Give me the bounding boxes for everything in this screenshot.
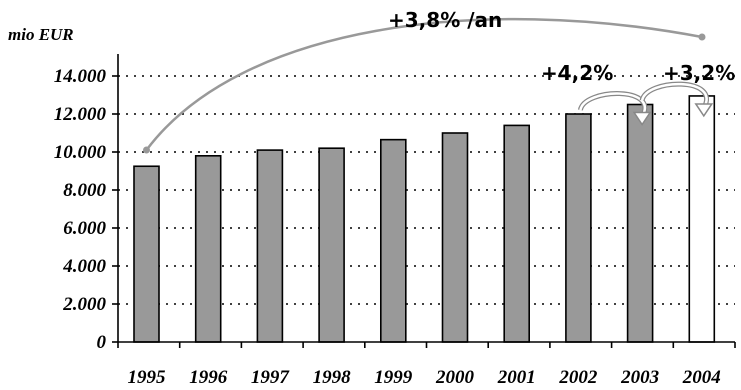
y-tick-label-7: 14.000 — [54, 66, 107, 87]
growth-2003-annotation: +4,2% — [541, 61, 613, 85]
y-axis-ticks: 0 2.000 4.000 6.000 8.000 10.000 12.000 14.000 — [54, 66, 107, 353]
bar-2003 — [626, 103, 654, 343]
axes — [112, 54, 736, 348]
y-tick-label-5: 10.000 — [54, 142, 107, 163]
x-tick-label-1998: 1998 — [313, 367, 352, 388]
x-tick-label-2001: 2001 — [497, 367, 536, 388]
x-tick-label-1995: 1995 — [128, 367, 167, 388]
trend-arc — [145, 17, 703, 151]
x-tick-label-1996: 1996 — [189, 367, 228, 388]
y-tick-label-6: 12.000 — [54, 104, 107, 125]
x-tick-label-2002: 2002 — [558, 367, 598, 388]
unit-label: mio EUR — [8, 25, 74, 44]
bar-2004 — [688, 95, 716, 343]
bar-1995 — [133, 165, 160, 343]
trend-arc-start-dot — [143, 146, 150, 154]
x-tick-label-2003: 2003 — [620, 367, 659, 388]
growth-arrow-2004 — [639, 81, 714, 118]
y-tick-label-4: 8.000 — [63, 180, 106, 201]
y-tick-label-1: 2.000 — [62, 294, 106, 315]
y-tick-label-3: 6.000 — [63, 218, 106, 239]
bar-2000 — [441, 132, 469, 343]
y-tick-label-0: 0 — [97, 332, 107, 353]
bars — [133, 81, 716, 343]
bar-1997 — [256, 149, 284, 343]
x-tick-label-2000: 2000 — [435, 367, 475, 388]
bar-2002 — [565, 113, 592, 343]
bar-2001 — [503, 124, 531, 343]
x-tick-label-2004: 2004 — [682, 367, 721, 388]
trend-arc-group — [143, 17, 706, 154]
x-axis-ticks: 1995 1996 1997 1998 1999 2000 2001 2002 2003 2004 — [128, 367, 721, 388]
x-tick-label-1997: 1997 — [251, 367, 291, 388]
bar-1998 — [318, 147, 345, 343]
overall-growth-annotation: +3,8% /an — [388, 8, 502, 32]
y-tick-label-2: 4.000 — [62, 256, 106, 277]
growth-2004-annotation: +3,2% — [663, 61, 735, 85]
bar-1999 — [379, 138, 407, 343]
growth-arrow-2003 — [577, 91, 652, 126]
bar-1996 — [194, 155, 222, 343]
trend-arc-end-dot — [698, 33, 706, 41]
x-tick-label-1999: 1999 — [374, 367, 413, 388]
